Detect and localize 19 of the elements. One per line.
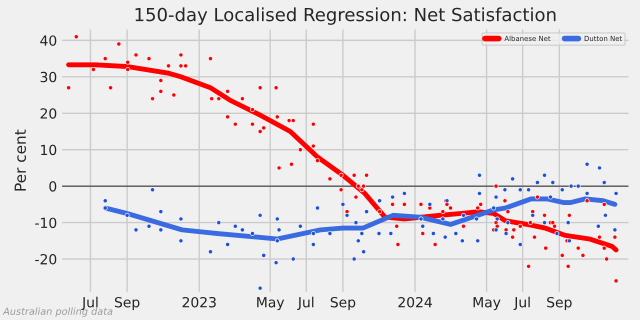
y-tick-label: 10 [41, 144, 56, 156]
chart-title: 150-day Localised Regression: Net Satisfaction [136, 7, 556, 25]
x-tick-label: Sep [547, 296, 572, 310]
x-tick-label: Sep [330, 296, 356, 310]
x-tick-label: 2023 [182, 296, 216, 308]
y-tick-label: 30 [40, 72, 56, 82]
y-tick-label: 40 [40, 35, 56, 46]
x-tick-label: Jul [297, 296, 314, 310]
x-tick-label: May [474, 297, 501, 310]
x-tick-label: May [257, 297, 284, 310]
y-tick-label: 0 [49, 181, 56, 192]
x-tick-label: Sep [114, 296, 140, 310]
line-series [66, 62, 618, 252]
y-tick-label: 20 [40, 108, 56, 119]
y-tick-label: -20 [35, 254, 56, 265]
y-axis-title: Per cent [14, 130, 26, 190]
x-tick-label: Jul [514, 296, 530, 310]
y-tick-label: -10 [35, 218, 56, 228]
x-tick-label: 2024 [398, 296, 432, 308]
